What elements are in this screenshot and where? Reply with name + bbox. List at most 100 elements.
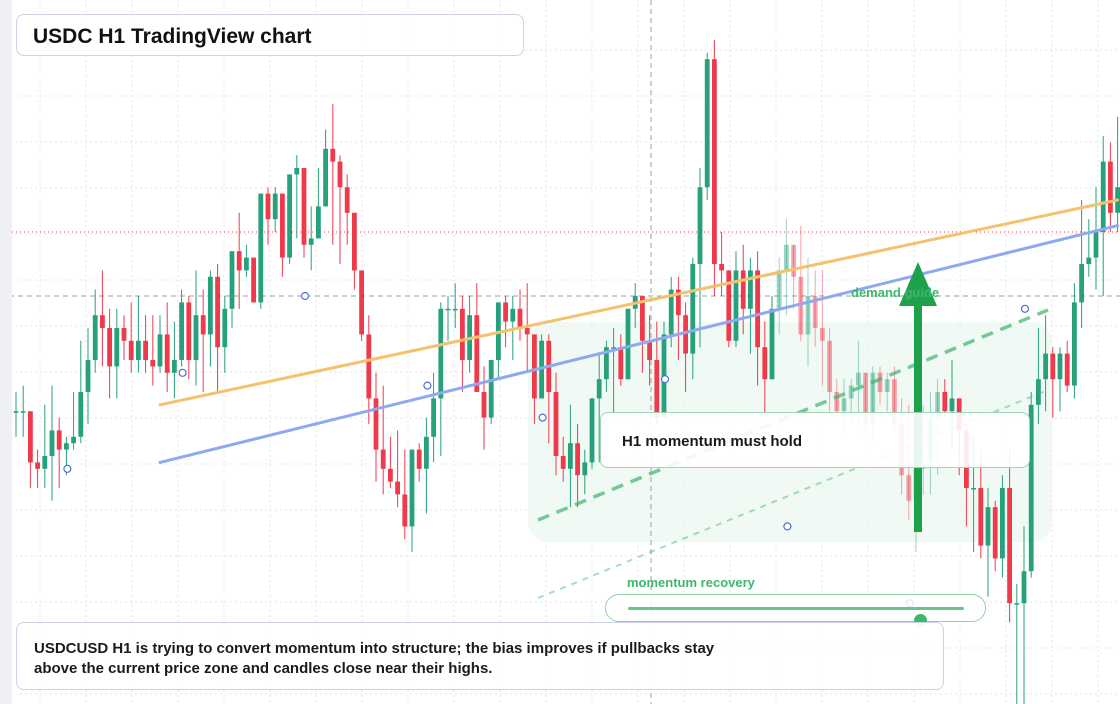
candle-body (935, 392, 940, 418)
candle-body (323, 148, 328, 207)
candle-body (157, 334, 163, 367)
orange-trend-line (158, 198, 1120, 407)
candle-body (596, 379, 602, 399)
candle-body (359, 270, 364, 335)
candle-body (337, 161, 343, 188)
candle-body (481, 392, 487, 418)
candle-body (575, 443, 580, 476)
left-edge-strip (0, 0, 12, 704)
candle-body (618, 347, 624, 380)
momentum-slider[interactable] (605, 594, 986, 627)
candle-body (287, 174, 292, 258)
candle-body (539, 340, 544, 399)
candle-body (244, 257, 249, 271)
candle-body (64, 443, 69, 450)
candle-body (863, 372, 868, 424)
candle-body (733, 270, 739, 341)
candle-body (1086, 257, 1092, 264)
candle-body (193, 315, 199, 360)
candle-body (748, 270, 753, 309)
candle-body (654, 360, 660, 418)
candle-body (229, 251, 235, 309)
candle-body (784, 244, 789, 271)
candle-body (805, 296, 811, 335)
event-marker (300, 291, 310, 301)
candle-body (344, 187, 350, 213)
candle-body (28, 411, 33, 463)
blue-trend-line (158, 224, 1120, 464)
candle-body (791, 244, 796, 277)
candle-body (143, 340, 148, 360)
candle-body (762, 347, 768, 380)
candle-body (776, 270, 782, 309)
candle-body (1093, 232, 1099, 258)
candle-body (1021, 571, 1027, 604)
candle-body (215, 276, 220, 348)
candle-body (647, 340, 652, 360)
candle-body (1057, 353, 1063, 380)
candle-body (301, 168, 307, 245)
candle-body (272, 193, 278, 220)
momentum-recovery-label: momentum recovery (627, 575, 755, 590)
candle-body (1079, 264, 1084, 303)
candle-body (740, 270, 746, 309)
candle-body (265, 193, 271, 220)
candle-body (114, 328, 120, 367)
candle-body (892, 379, 897, 424)
candle-body (409, 449, 415, 527)
candle-body (510, 308, 516, 322)
candle-body (625, 308, 631, 380)
candle-body (128, 340, 134, 360)
candle-body (258, 193, 264, 303)
candle-body (330, 148, 336, 162)
event-marker (423, 381, 432, 390)
candle-body (373, 398, 379, 450)
candle-body (380, 449, 386, 469)
candle-body (179, 302, 184, 360)
candle-body (848, 385, 854, 399)
candle-body (438, 308, 444, 399)
event-marker (178, 368, 187, 377)
candle-body (820, 328, 825, 341)
candle-body (884, 379, 890, 392)
candle-body (604, 347, 609, 380)
candle-body (719, 264, 724, 271)
candle-body (316, 206, 321, 239)
candle-body (704, 59, 710, 188)
candle-body (1036, 379, 1041, 405)
event-marker (538, 413, 547, 422)
candle-body (611, 347, 616, 349)
candle-body (517, 308, 523, 328)
candle-body (949, 398, 955, 412)
candle-body (834, 392, 840, 412)
candle-body (92, 315, 98, 360)
candle-body (1064, 353, 1070, 386)
candle-body (85, 360, 91, 392)
candle-body (589, 398, 595, 463)
candle-body (971, 488, 976, 490)
candle-body (164, 334, 170, 373)
candle-body (49, 430, 55, 456)
candle-body (1072, 302, 1077, 386)
candle-body (150, 360, 156, 367)
candle-body (1043, 353, 1048, 380)
caption-text: USDCUSD H1 is trying to convert momentum… (34, 640, 715, 677)
candle-body (395, 481, 400, 495)
arrow-head-icon (899, 262, 937, 306)
candle-body (668, 289, 674, 335)
candle-body (503, 302, 508, 322)
candle-body (35, 462, 40, 469)
candle-body (690, 264, 696, 354)
caption-panel: USDCUSD H1 is trying to convert momentum… (16, 622, 944, 690)
candle-body (388, 468, 393, 482)
event-marker (783, 522, 792, 531)
candle-body (798, 276, 804, 335)
candle-body (812, 296, 818, 328)
candle-body (985, 507, 991, 546)
demand-guide-label: demand guide (851, 285, 940, 300)
candle-body (942, 392, 948, 412)
candle-body (1007, 488, 1012, 604)
candle-body (560, 456, 566, 469)
demand-guide-line (537, 308, 1049, 522)
